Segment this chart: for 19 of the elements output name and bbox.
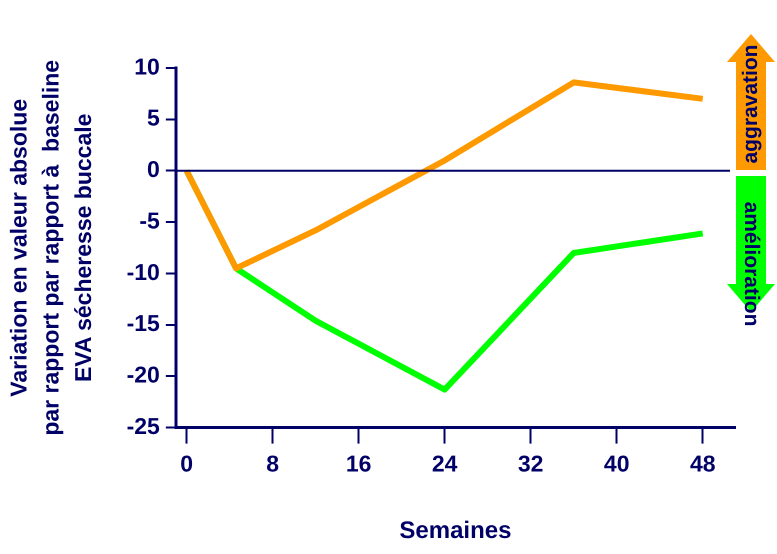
x-tick-label: 48 (690, 450, 716, 477)
x-axis-title: Semaines (399, 517, 512, 544)
text: amélioration (739, 202, 763, 326)
text: aggravation (739, 44, 763, 164)
x-tick-label: 0 (180, 450, 193, 477)
x-tick-label: 8 (266, 450, 280, 477)
x-tick-label: 24 (432, 450, 458, 477)
x-tick-label: 40 (604, 450, 630, 477)
y-tick-label: 10 (134, 53, 160, 80)
y-axis-title: Variation en valeur absolue par rapport par rapport à baseline EVA sécheresse buccale (5, 60, 96, 436)
y-tick-label: -25 (126, 412, 160, 439)
y-tick-label: -5 (139, 207, 160, 234)
x-tick-label: 32 (518, 450, 544, 477)
y-tick-label: -20 (126, 362, 160, 388)
x-tick-label: 16 (346, 450, 372, 477)
y-tick-label: -15 (126, 310, 160, 336)
y-tick-label: -10 (126, 258, 160, 285)
y-tick-label: 0 (147, 156, 160, 182)
y-tick-label: 5 (147, 104, 160, 131)
